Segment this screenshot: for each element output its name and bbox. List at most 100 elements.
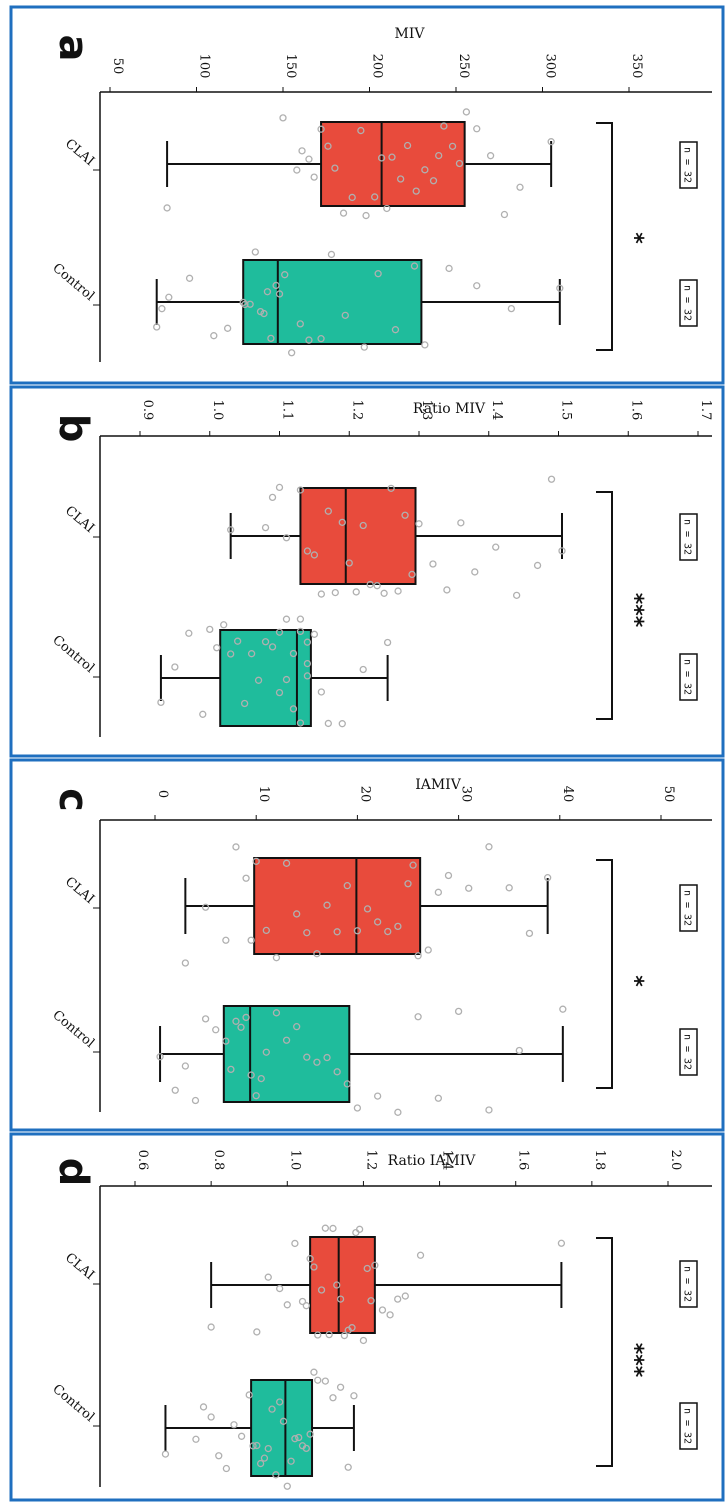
data-point (213, 644, 221, 652)
data-point (377, 154, 386, 162)
data-point (500, 210, 509, 219)
data-point (253, 1328, 261, 1336)
data-point (296, 615, 305, 623)
data-point (264, 1273, 272, 1281)
data-point (241, 300, 249, 309)
data-point (401, 511, 409, 519)
data-point (158, 305, 166, 313)
n-label: n = 32 (679, 653, 698, 701)
data-point (303, 672, 312, 680)
data-point (440, 122, 448, 130)
box-control (242, 259, 423, 345)
data-point (262, 926, 270, 935)
data-point (260, 309, 268, 318)
data-point (378, 1306, 387, 1314)
n-label-text: n = 32 (682, 1266, 693, 1302)
tick-label: 0.9 (140, 400, 155, 421)
data-point (544, 873, 552, 882)
data-point (296, 320, 304, 328)
data-point (350, 1392, 358, 1400)
data-point (353, 1104, 362, 1112)
data-point (333, 1068, 341, 1076)
significance-bracket (596, 122, 613, 351)
data-point (486, 152, 495, 160)
data-point (161, 1450, 170, 1458)
tick-label: 50 (110, 58, 125, 75)
tick-label: 100 (197, 54, 212, 79)
tick-label: 1.0 (287, 1150, 302, 1171)
panel-frame (9, 385, 725, 758)
data-point (547, 475, 556, 483)
data-point (343, 1080, 351, 1088)
data-point (237, 1432, 246, 1440)
data-point (336, 1295, 345, 1303)
panel-b: b Ratio MIV 0.9 1.0 1.1 1.2 1.3 1.4 1.5 1.6 1.7 CLA… (9, 385, 725, 758)
data-point (240, 699, 249, 708)
data-point (516, 183, 524, 191)
data-point (227, 526, 235, 534)
data-point (338, 518, 346, 527)
data-point (362, 211, 370, 220)
box-control (222, 1005, 351, 1103)
data-point (325, 1330, 333, 1339)
n-label-text: n = 32 (682, 285, 693, 321)
data-point (343, 882, 351, 890)
n-label-box (679, 513, 698, 561)
data-point (261, 523, 270, 532)
data-point (232, 1017, 240, 1025)
data-point (303, 547, 312, 555)
n-label: n = 32 (679, 1028, 698, 1076)
data-point (435, 151, 443, 160)
data-point (313, 1058, 321, 1066)
tick-label: 1.5 (559, 400, 574, 421)
category-label: CLAI (62, 1250, 97, 1283)
data-point (289, 705, 298, 713)
data-point (156, 1053, 164, 1061)
n-label-box (679, 1028, 698, 1076)
tick-label: 200 (370, 54, 385, 79)
data-point (305, 155, 313, 163)
tick-label: 30 (459, 786, 474, 803)
data-point (232, 843, 240, 851)
data-point (323, 1053, 331, 1062)
panel-letter: b (50, 414, 96, 443)
category-label: Control (49, 633, 97, 676)
data-point (384, 927, 392, 936)
tick-label: 1.1 (280, 400, 295, 421)
data-point (485, 1106, 493, 1114)
box-clai (320, 121, 466, 207)
data-point (424, 946, 432, 954)
tick-label: 150 (283, 54, 298, 79)
data-point (287, 1457, 295, 1465)
data-point (404, 880, 412, 888)
significance-label: *** (622, 1343, 647, 1378)
data-point (276, 1284, 284, 1293)
data-point (222, 1464, 231, 1473)
data-point (291, 1239, 299, 1248)
data-point (247, 650, 256, 658)
data-point (559, 1005, 567, 1013)
data-point (465, 884, 473, 892)
data-point (185, 629, 193, 637)
data-point (333, 1281, 341, 1289)
data-point (429, 177, 438, 185)
data-point (310, 1368, 318, 1376)
data-point (434, 888, 443, 896)
data-point (357, 126, 365, 135)
data-point (260, 1454, 269, 1462)
data-point (212, 1026, 220, 1034)
data-point (327, 250, 336, 259)
axis-title: IAMIV (415, 777, 462, 793)
category-label: Control (49, 1382, 97, 1425)
n-label: n = 32 (679, 1402, 698, 1450)
data-point (245, 1391, 253, 1399)
data-point (283, 1301, 291, 1309)
data-point (163, 204, 171, 212)
data-point (157, 698, 165, 707)
data-point (373, 582, 381, 590)
data-point (383, 638, 392, 647)
data-point (373, 1092, 382, 1100)
significance-bracket (596, 491, 613, 720)
panel-d: d Ratio IAMIV 0.6 0.8 1.0 1.2 1.4 1.6 1.8 2.0 CLAI… (9, 1132, 725, 1502)
data-point (373, 918, 382, 926)
